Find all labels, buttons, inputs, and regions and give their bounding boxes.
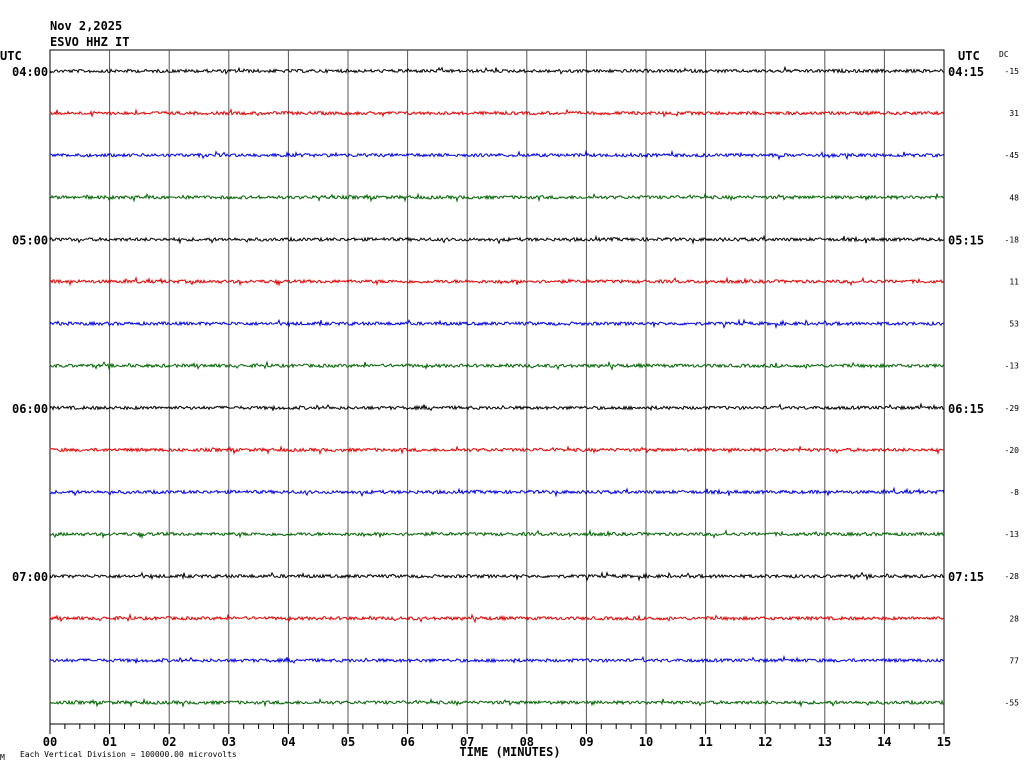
- dc-offset-label: 53: [1009, 320, 1019, 329]
- dc-offset-label: -18: [1005, 235, 1020, 244]
- x-tick-label: 14: [877, 735, 891, 749]
- dc-offset-label: -13: [1005, 362, 1020, 371]
- x-tick-label: 01: [102, 735, 116, 749]
- trace-line: [49, 486, 945, 498]
- trace-line: [49, 108, 945, 118]
- x-tick-label: 09: [579, 735, 593, 749]
- dc-offset-label: -55: [1005, 699, 1020, 708]
- right-hour-label: 07:15: [948, 570, 984, 584]
- left-hour-label: 04:00: [12, 65, 48, 79]
- x-tick-label: 11: [698, 735, 712, 749]
- dc-offset-label: 28: [1009, 614, 1019, 623]
- x-tick-label: 12: [758, 735, 772, 749]
- trace-line: [49, 697, 945, 708]
- trace-line: [49, 65, 945, 75]
- trace-line: [49, 654, 945, 664]
- dc-offset-label: -8: [1009, 488, 1019, 497]
- dc-offset-label: 77: [1009, 656, 1019, 665]
- dc-offset-label: -45: [1005, 151, 1020, 160]
- left-hour-label: 05:00: [12, 233, 48, 247]
- grid-lines: [109, 50, 885, 724]
- dc-offset-label: -28: [1005, 572, 1020, 581]
- scale-note: Each Vertical Division = 100000.00 micro…: [20, 750, 237, 759]
- dc-offset-label: 31: [1009, 109, 1019, 118]
- trace-line: [49, 528, 945, 540]
- x-tick-label: 03: [222, 735, 236, 749]
- left-hour-label: 07:00: [12, 570, 48, 584]
- right-hour-label: 05:15: [948, 233, 984, 247]
- station-label: ESVO HHZ IT: [50, 35, 129, 49]
- x-tick-label: 15: [937, 735, 951, 749]
- dc-title: DC: [999, 50, 1009, 59]
- x-tick-label: 04: [281, 735, 295, 749]
- left-hour-labels: 04:00 05:00 06:00 07:00: [12, 65, 48, 584]
- trace-line: [49, 612, 945, 624]
- x-tick-label: 08: [520, 735, 534, 749]
- date-label: Nov 2,2025: [50, 19, 122, 33]
- dc-offset-label: 48: [1009, 193, 1019, 202]
- corner-mark: M: [0, 753, 5, 762]
- right-utc-title: UTC: [958, 49, 980, 63]
- x-tick-label: 00: [43, 735, 57, 749]
- x-tick-label: 05: [341, 735, 355, 749]
- dc-offset-label: -20: [1005, 446, 1020, 455]
- dc-offset-labels: -15 31 -45 48 -18 11 53 -13 -29 -20 -8 -13 -28 28 77 -5…: [1005, 67, 1020, 708]
- seismic-traces: [49, 65, 945, 708]
- trace-line: [49, 234, 945, 245]
- x-tick-label: 10: [639, 735, 653, 749]
- left-utc-title: UTC: [0, 49, 22, 63]
- trace-line: [49, 360, 945, 371]
- plot-frame: [49, 49, 945, 725]
- dc-offset-label: -29: [1005, 404, 1020, 413]
- trace-line: [49, 192, 945, 203]
- x-axis: 00 01 02 03 04 05 06 07 08 09 10 11 12 13 14 15: [43, 724, 951, 749]
- x-axis-label: TIME (MINUTES): [459, 745, 560, 759]
- right-hour-label: 06:15: [948, 402, 984, 416]
- right-hour-label: 04:15: [948, 65, 984, 79]
- trace-line: [49, 445, 945, 456]
- right-hour-labels: 04:15 05:15 06:15 07:15: [948, 65, 984, 584]
- x-tick-label: 06: [400, 735, 414, 749]
- x-tick-label: 02: [162, 735, 176, 749]
- left-hour-label: 06:00: [12, 402, 48, 416]
- trace-line: [49, 402, 945, 412]
- dc-offset-label: 11: [1009, 278, 1019, 287]
- trace-line: [49, 570, 945, 582]
- trace-line: [49, 318, 944, 330]
- trace-line: [49, 149, 945, 161]
- dc-offset-label: -15: [1005, 67, 1020, 76]
- dc-offset-label: -13: [1005, 530, 1020, 539]
- trace-line: [49, 276, 945, 287]
- x-tick-label: 07: [460, 735, 474, 749]
- x-tick-label: 13: [818, 735, 832, 749]
